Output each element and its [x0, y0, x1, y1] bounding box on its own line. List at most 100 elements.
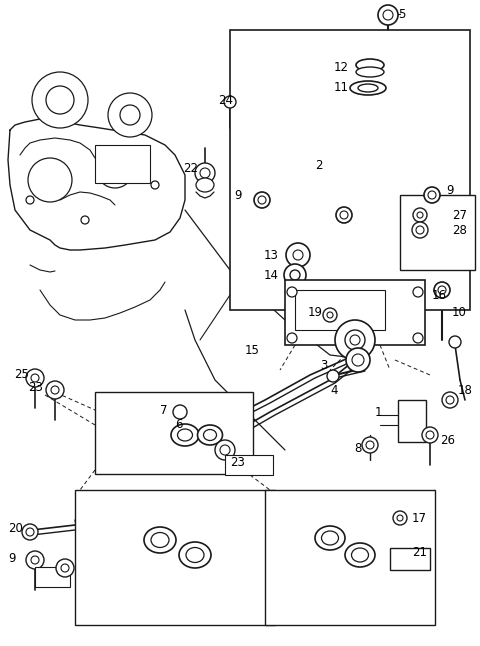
Ellipse shape — [345, 543, 375, 567]
Circle shape — [327, 370, 339, 382]
Circle shape — [26, 551, 44, 569]
Circle shape — [200, 168, 210, 178]
Ellipse shape — [350, 81, 386, 95]
Ellipse shape — [356, 67, 384, 77]
Bar — [285, 280, 425, 345]
Text: 22: 22 — [183, 162, 198, 174]
Bar — [230, 30, 470, 310]
Circle shape — [345, 330, 365, 350]
Circle shape — [31, 374, 39, 382]
Circle shape — [151, 181, 159, 189]
Circle shape — [290, 270, 300, 280]
Circle shape — [108, 93, 152, 137]
Circle shape — [366, 441, 374, 449]
Circle shape — [446, 396, 454, 404]
Circle shape — [350, 335, 360, 345]
Circle shape — [22, 524, 38, 540]
Circle shape — [438, 286, 446, 294]
Ellipse shape — [351, 548, 369, 562]
Circle shape — [416, 226, 424, 234]
Circle shape — [287, 287, 297, 297]
Text: 18: 18 — [458, 384, 473, 397]
Bar — [390, 548, 430, 570]
Ellipse shape — [196, 178, 214, 192]
Ellipse shape — [178, 429, 192, 441]
Circle shape — [287, 333, 297, 343]
Text: 9: 9 — [8, 552, 15, 565]
Text: 10: 10 — [452, 306, 467, 318]
Text: 23: 23 — [28, 380, 43, 393]
Bar — [265, 490, 435, 625]
Text: 2: 2 — [315, 158, 323, 171]
Circle shape — [195, 163, 215, 183]
Circle shape — [51, 386, 59, 394]
Circle shape — [346, 348, 370, 372]
Circle shape — [397, 515, 403, 521]
Circle shape — [422, 427, 438, 443]
Circle shape — [413, 208, 427, 222]
Text: 24: 24 — [218, 94, 233, 107]
Text: 6: 6 — [175, 419, 182, 432]
Circle shape — [254, 192, 270, 208]
Circle shape — [378, 5, 398, 25]
Text: 17: 17 — [412, 512, 427, 525]
Circle shape — [323, 308, 337, 322]
Circle shape — [335, 320, 375, 360]
Text: 25: 25 — [14, 368, 29, 380]
Text: 8: 8 — [354, 441, 361, 455]
Circle shape — [173, 405, 187, 419]
Text: 23: 23 — [230, 455, 245, 468]
Circle shape — [442, 392, 458, 408]
Circle shape — [46, 381, 64, 399]
Circle shape — [61, 564, 69, 572]
Circle shape — [424, 187, 440, 203]
Text: 5: 5 — [398, 8, 406, 21]
Circle shape — [31, 556, 39, 564]
Circle shape — [107, 162, 123, 178]
Circle shape — [413, 333, 423, 343]
Circle shape — [428, 191, 436, 199]
Text: 15: 15 — [245, 344, 260, 357]
Text: 27: 27 — [452, 209, 467, 222]
Text: 19: 19 — [308, 306, 323, 318]
Circle shape — [28, 158, 72, 202]
Circle shape — [417, 212, 423, 218]
Text: 3: 3 — [320, 359, 327, 371]
Bar — [75, 490, 275, 625]
Circle shape — [97, 152, 133, 188]
Ellipse shape — [356, 59, 384, 71]
Circle shape — [215, 440, 235, 460]
Circle shape — [293, 250, 303, 260]
Circle shape — [340, 211, 348, 219]
Ellipse shape — [197, 425, 223, 445]
Circle shape — [258, 196, 266, 204]
Text: 20: 20 — [8, 521, 23, 534]
Circle shape — [383, 10, 393, 20]
Text: 7: 7 — [160, 404, 168, 417]
Circle shape — [352, 354, 364, 366]
Circle shape — [327, 312, 333, 318]
Circle shape — [26, 369, 44, 387]
Circle shape — [46, 86, 74, 114]
Text: 16: 16 — [432, 289, 447, 302]
Text: 14: 14 — [264, 269, 279, 282]
Text: 4: 4 — [330, 384, 337, 397]
Circle shape — [26, 528, 34, 536]
Circle shape — [336, 207, 352, 223]
Text: 9: 9 — [446, 183, 454, 196]
Bar — [398, 400, 426, 442]
Ellipse shape — [204, 430, 216, 441]
Text: 11: 11 — [334, 81, 349, 94]
Circle shape — [286, 243, 310, 267]
Bar — [95, 145, 150, 183]
Ellipse shape — [186, 548, 204, 563]
Circle shape — [81, 216, 89, 224]
Bar — [35, 567, 70, 587]
Ellipse shape — [144, 527, 176, 553]
Text: 9: 9 — [234, 189, 242, 202]
Circle shape — [220, 445, 230, 455]
Bar — [95, 392, 253, 474]
Ellipse shape — [151, 532, 169, 548]
Text: 1: 1 — [375, 406, 383, 419]
Ellipse shape — [358, 84, 378, 92]
